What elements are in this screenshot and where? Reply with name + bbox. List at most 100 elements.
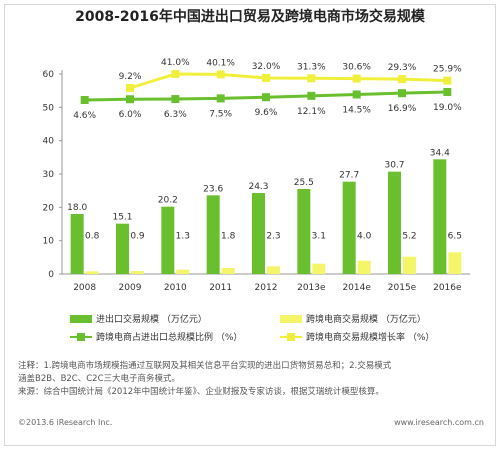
share-marker-2014e [352, 90, 361, 99]
bar-ecom-2008 [85, 271, 99, 274]
note-line-1: 注释：1.跨境电商市场规模指通过互联网及其相关信息平台实现的进出口货物贸易总和；… [18, 361, 392, 371]
share-label-2011: 7.5% [209, 109, 232, 119]
share-label-2012: 9.6% [255, 108, 278, 118]
share-marker-2016e [443, 88, 452, 96]
bar-ecom-label-2012: 2.3 [266, 231, 280, 241]
bar-trade-label-2011: 23.6 [203, 184, 223, 194]
x-tick-label-2011: 2011 [209, 283, 232, 293]
growth-label-2015e: 29.3% [388, 63, 417, 73]
bar-trade-label-2016e: 34.4 [430, 148, 450, 158]
share-marker-2008 [80, 96, 89, 104]
growth-marker-2010 [171, 70, 180, 78]
growth-label-2009: 9.2% [119, 72, 142, 82]
legend-swatch-ecommerce-share [70, 332, 92, 341]
legend-label-ecommerce-share: 跨境电商占进出口总规模比例 （%） [96, 333, 243, 343]
legend-item-ecommerce-volume: 跨境电商交易规模 （万亿元） [280, 312, 426, 325]
x-tick-label-2010: 2010 [164, 283, 187, 293]
chart-title: 2008-2016年中国进出口贸易及跨境电商市场交易规模 [75, 9, 425, 25]
x-tick-label-2013e: 2013e [297, 283, 326, 293]
share-marker-2015e [398, 89, 406, 98]
x-tick-label-2009: 2009 [119, 283, 142, 293]
bar-ecom-2011 [221, 268, 235, 274]
bar-ecom-label-2016e: 6.5 [448, 231, 462, 241]
bar-trade-2010 [161, 206, 175, 274]
share-label-2016e: 19.0% [433, 103, 462, 113]
bar-ecom-2013e [312, 263, 326, 274]
share-label-2013e: 12.1% [297, 107, 326, 117]
bar-ecom-2015e [403, 256, 416, 274]
growth-marker-2016e [443, 76, 452, 85]
bar-ecom-2014e [357, 260, 371, 274]
growth-label-2012: 32.0% [252, 62, 281, 72]
share-marker-2010 [171, 95, 180, 104]
bar-trade-2009 [116, 223, 129, 274]
note-line-source: 来源：综合中国统计局《2012年中国统计年鉴》、企业财报及专家访谈，根据艾瑞统计… [18, 387, 384, 397]
share-marker-2011 [216, 94, 225, 103]
growth-marker-2009 [126, 84, 134, 92]
bar-trade-2016e [433, 159, 447, 274]
x-tick-label-2015e: 2015e [388, 283, 417, 293]
bar-trade-label-2010: 20.2 [158, 196, 178, 206]
share-label-2014e: 14.5% [342, 106, 371, 116]
bar-trade-2011 [206, 195, 220, 274]
bar-ecom-2009 [131, 271, 144, 274]
bar-trade-label-2009: 15.1 [112, 213, 132, 223]
bar-trade-label-2014e: 27.7 [339, 171, 359, 181]
legend-swatch-ecommerce-growth [280, 332, 302, 341]
share-label-2008: 4.6% [73, 111, 96, 121]
y-tick-label-0: 0 [48, 270, 54, 280]
bar-ecom-label-2008: 0.8 [85, 231, 100, 241]
bar-trade-2014e [342, 181, 356, 274]
growth-marker-2015e [398, 75, 406, 84]
bar-trade-label-2013e: 25.5 [294, 178, 314, 188]
bar-trade-2008 [70, 214, 84, 274]
legend-label-ecommerce-growth: 跨境电商交易规模增长率 （%） [306, 333, 435, 343]
growth-marker-2012 [262, 73, 270, 82]
legend-swatch-ecommerce-volume [280, 314, 302, 323]
y-tick-label-3: 30 [43, 170, 55, 180]
bar-trade-label-2008: 18.0 [67, 203, 87, 213]
legend-label-trade-volume: 进出口交易规模 （万亿元） [96, 315, 207, 325]
bar-ecom-label-2015e: 5.2 [402, 231, 416, 241]
bar-trade-2013e [297, 189, 311, 274]
share-marker-2012 [262, 93, 270, 102]
legend-item-trade-volume: 进出口交易规模 （万亿元） [70, 312, 207, 325]
x-tick-label-2012: 2012 [255, 283, 278, 293]
legend-swatch-trade-volume [70, 314, 92, 323]
growth-marker-2011 [216, 70, 225, 79]
y-tick-label-4: 40 [43, 137, 55, 147]
share-label-2015e: 16.9% [388, 104, 417, 114]
x-tick-label-2016e: 2016e [433, 283, 462, 293]
bar-trade-2012 [252, 193, 265, 274]
footer-website: www.iresearch.com.cn [394, 418, 484, 427]
chart-footer: ©2013.6 iResearch Inc. www.iresearch.com… [18, 418, 484, 427]
growth-label-2014e: 30.6% [342, 63, 371, 73]
bar-ecom-label-2010: 1.3 [176, 231, 190, 241]
bar-ecom-label-2011: 1.8 [221, 231, 236, 241]
growth-label-2013e: 31.3% [297, 62, 326, 72]
bar-ecom-2010 [176, 269, 190, 274]
share-marker-2013e [307, 91, 316, 100]
chart-notes: 注释：1.跨境电商市场规模指通过互联网及其相关信息平台实现的进出口货物贸易总和；… [18, 360, 484, 399]
note-line-2: 涵盖B2B、B2C、C2C三大电子商务模式。 [18, 374, 181, 384]
footer-copyright: ©2013.6 iResearch Inc. [18, 418, 113, 427]
bar-trade-label-2012: 24.3 [248, 182, 268, 192]
bar-ecom-label-2014e: 4.0 [357, 231, 372, 241]
growth-marker-2014e [352, 74, 361, 83]
chart-legend: 进出口交易规模 （万亿元） 跨境电商交易规模 （万亿元） 跨境电商占进出口总规模… [70, 312, 490, 352]
growth-label-2016e: 25.9% [433, 65, 462, 75]
share-label-2009: 6.0% [119, 110, 142, 120]
y-tick-label-6: 60 [43, 70, 55, 80]
y-tick-label-5: 50 [43, 103, 55, 113]
y-tick-label-2: 20 [43, 203, 55, 213]
bar-ecom-label-2013e: 3.1 [312, 231, 326, 241]
bar-trade-label-2015e: 30.7 [384, 161, 404, 171]
growth-label-2010: 41.0% [161, 58, 190, 68]
x-tick-label-2014e: 2014e [342, 283, 371, 293]
x-tick-label-2008: 2008 [73, 283, 96, 293]
growth-marker-2013e [307, 74, 316, 83]
bar-trade-2015e [388, 171, 401, 274]
bar-ecom-label-2009: 0.9 [130, 231, 145, 241]
legend-label-ecommerce-volume: 跨境电商交易规模 （万亿元） [306, 315, 426, 325]
